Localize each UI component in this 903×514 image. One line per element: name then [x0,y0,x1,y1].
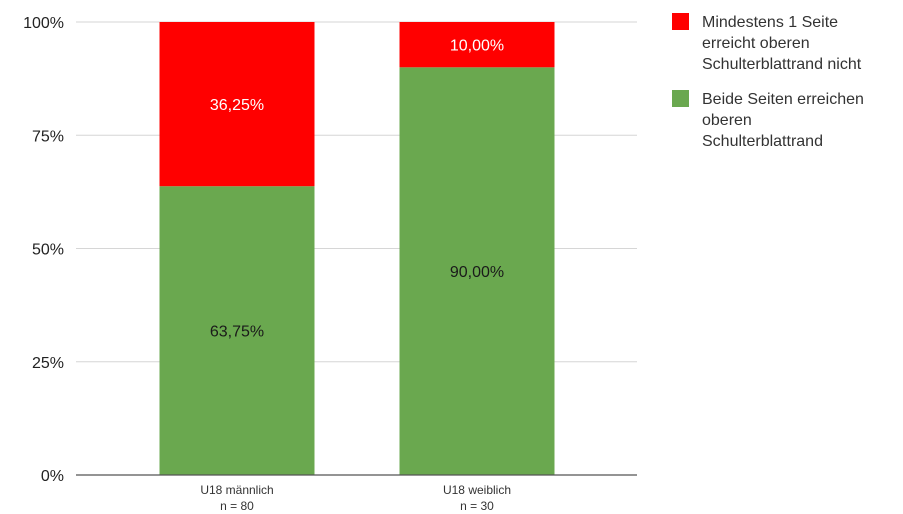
legend-label: Beide Seiten erreichen oberen Schulterblat… [702,89,864,152]
chart-legend: Mindestens 1 Seite erreicht oberen Schulte… [672,12,902,166]
bar-segment [399,67,555,476]
bar-segment [159,22,315,187]
bar-segment [159,186,315,475]
legend-label-line: Mindestens 1 Seite [702,14,839,31]
y-tick-label: 100% [23,15,64,32]
legend-swatch [672,13,689,30]
y-tick-label: 75% [32,128,64,145]
bar-segment [399,22,555,68]
data-label: 90,00% [450,264,504,281]
legend-label-line: oberen [702,112,752,129]
x-category-label: n = 30 [460,499,494,513]
x-category-label: U18 männlich [200,483,273,497]
x-axis-categories: U18 männlich n = 80 U18 weiblich n = 30 [200,483,511,513]
x-category-label: n = 80 [220,499,254,513]
legend-item: Mindestens 1 Seite erreicht oberen Schulte… [672,12,902,75]
x-category-label: U18 weiblich [443,483,511,497]
data-label: 63,75% [210,324,264,341]
data-label: 10,00% [450,38,504,55]
y-tick-label: 0% [41,468,64,485]
legend-label-line: Schulterblattrand nicht [702,56,862,73]
data-label: 36,25% [210,97,264,114]
y-tick-label: 50% [32,242,64,259]
legend-label-line: Schulterblattrand [702,133,823,150]
legend-label: Mindestens 1 Seite erreicht oberen Schulte… [702,12,861,75]
y-axis-ticks: 0% 25% 50% 75% 100% [23,15,64,485]
legend-item: Beide Seiten erreichen oberen Schulterblat… [672,89,902,152]
legend-label-line: Beide Seiten erreichen [702,91,864,108]
legend-label-line: erreicht oberen [702,35,810,52]
legend-swatch [672,90,689,107]
y-tick-label: 25% [32,355,64,372]
bars: 63,75% 36,25% 90,00% 10,00% [159,22,555,476]
